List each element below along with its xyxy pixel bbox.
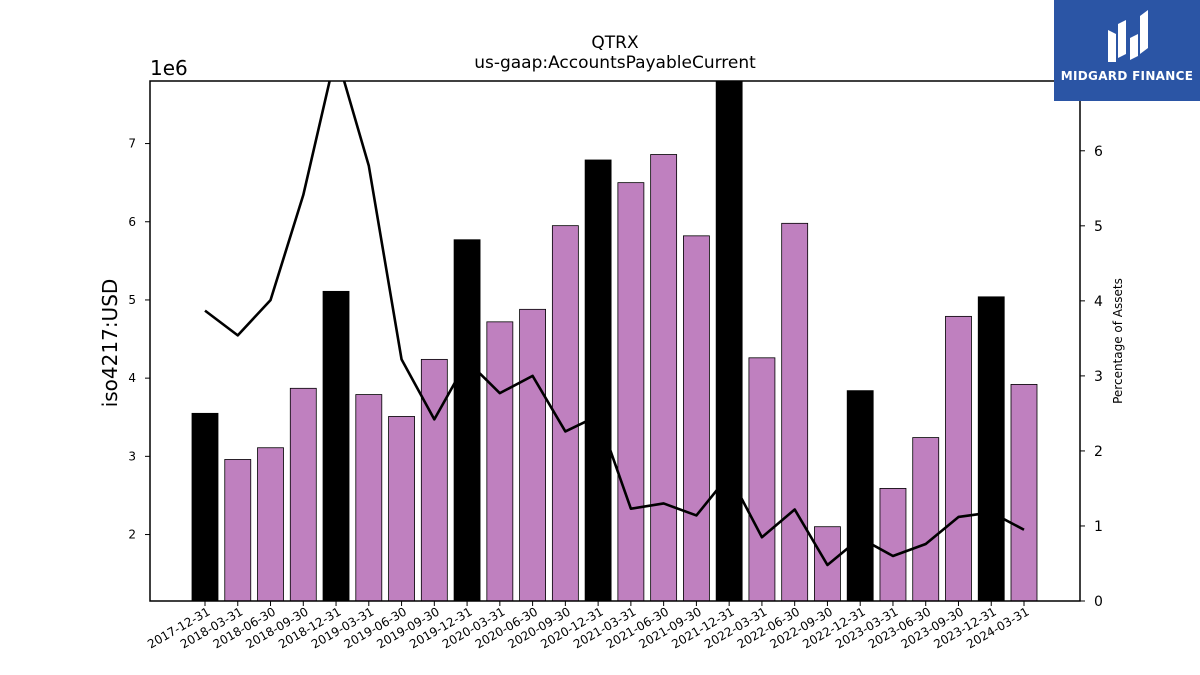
bar-2023-03-31 <box>879 487 907 601</box>
y-tick-label: 6 <box>128 215 136 229</box>
bar-2021-12-31 <box>715 81 743 601</box>
y-tick-label-right: 2 <box>1094 444 1103 460</box>
bar-2020-03-31 <box>486 321 514 601</box>
y-tick-label: 3 <box>128 449 136 463</box>
bar-2021-09-30 <box>683 235 710 601</box>
bar-2023-12-31 <box>977 296 1005 601</box>
y-tick-label-right: 0 <box>1094 594 1103 610</box>
midgard-logo: MIDGARD FINANCE <box>1054 0 1200 101</box>
midgard-logo-mark-icon <box>1108 10 1148 62</box>
bar-2023-09-30 <box>945 315 972 601</box>
bar-2022-03-31 <box>748 357 776 601</box>
bar-2024-03-31 <box>1010 383 1038 601</box>
bar-2021-06-30 <box>650 154 678 601</box>
bars-group <box>191 81 1038 601</box>
bar-2020-12-31 <box>584 159 612 601</box>
bar-2018-03-31 <box>224 459 252 601</box>
bar-2020-09-30 <box>551 225 579 601</box>
y-tick-label-right: 4 <box>1094 294 1103 310</box>
y-tick-label-right: 6 <box>1094 144 1103 160</box>
bar-2020-06-30 <box>519 308 546 601</box>
y-tick-label: 7 <box>128 137 136 151</box>
y-tick-label: 2 <box>128 528 136 542</box>
plot-frame <box>149 80 1081 602</box>
bar-2018-06-30 <box>257 447 284 601</box>
chart-subtitle: us-gaap:AccountsPayableCurrent <box>474 53 756 73</box>
bar-2022-12-31 <box>846 390 874 601</box>
bar-2022-06-30 <box>781 222 809 601</box>
x-axis: 2017-12-312018-03-312018-06-302018-09-30… <box>145 601 1032 651</box>
y-tick-label: 5 <box>128 293 136 307</box>
y-axis-label-right: Percentage of Assets <box>1111 278 1125 404</box>
y-axis-left: 2 3 4 5 6 7 <box>128 137 150 542</box>
bar-2019-09-30 <box>420 358 448 601</box>
percentage-of-assets-line <box>204 81 1025 567</box>
bar-2018-12-31 <box>322 290 350 601</box>
line-group <box>204 81 1025 567</box>
bar-2018-09-30 <box>289 387 317 601</box>
chart-title: QTRX <box>591 33 639 53</box>
bar-2021-03-31 <box>617 182 645 601</box>
y-tick-label-right: 3 <box>1094 369 1103 385</box>
bar-2023-06-30 <box>912 437 940 601</box>
y-tick-label-right: 5 <box>1094 219 1103 235</box>
y-axis-right: 0 1 2 3 4 5 6 <box>1080 144 1103 610</box>
y-tick-label: 4 <box>128 371 136 385</box>
y-offset-label: 1e6 <box>150 56 188 80</box>
bar-2019-06-30 <box>388 416 415 601</box>
bar-2019-03-31 <box>355 394 383 601</box>
bar-2019-12-31 <box>453 239 481 601</box>
bar-2017-12-31 <box>191 412 219 601</box>
y-axis-label: iso4217:USD <box>98 279 122 408</box>
y-tick-label-right: 1 <box>1094 519 1103 535</box>
logo-text: MIDGARD FINANCE <box>1060 69 1194 83</box>
